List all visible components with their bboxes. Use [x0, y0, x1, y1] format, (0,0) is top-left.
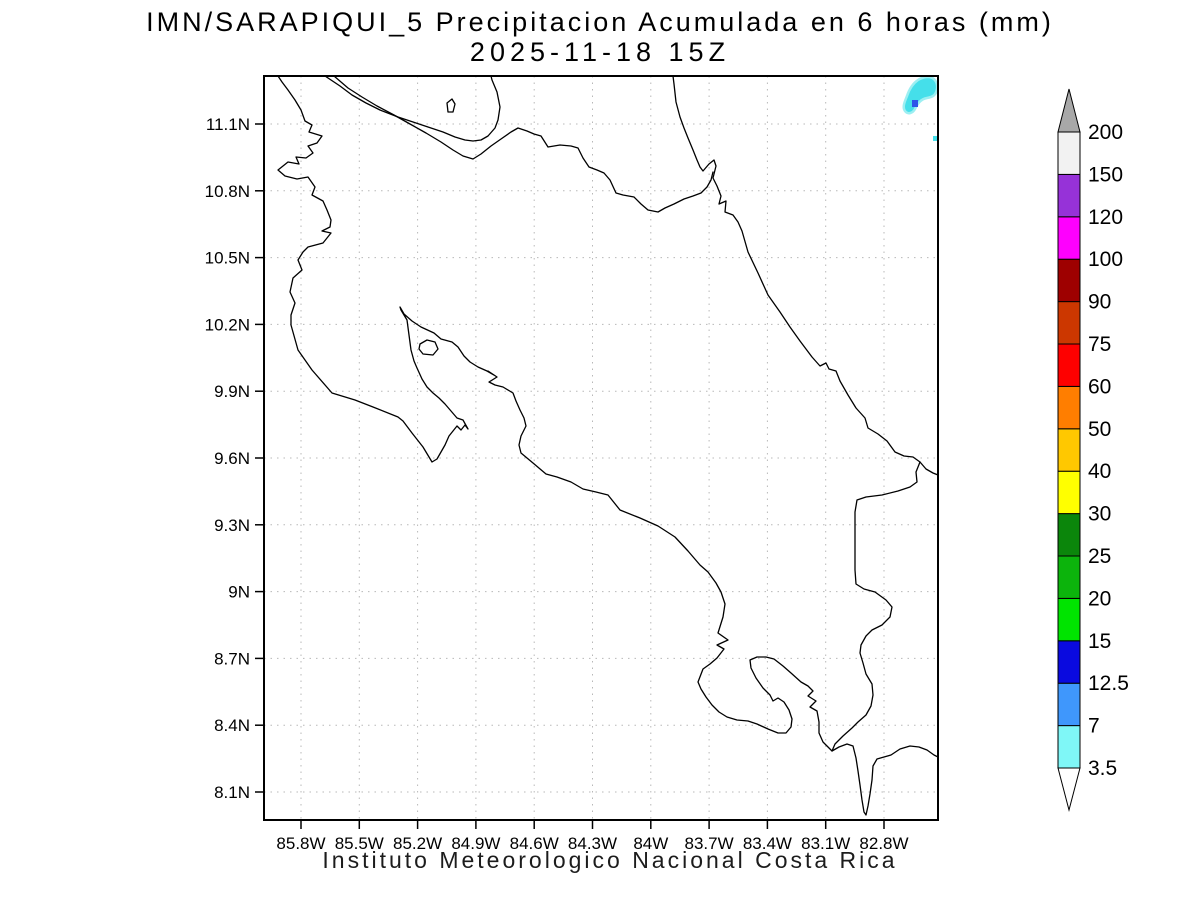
coastline-lake-nicaragua: [324, 76, 501, 142]
coastline-pacific-mainland: [277, 76, 938, 816]
colorbar-under-arrow: [1057, 767, 1081, 812]
lon-tick-label: 84.3W: [568, 834, 617, 853]
coastline-caribbean: [672, 76, 938, 476]
lon-tick-label: 82.8W: [859, 834, 908, 853]
axes: 85.8W 85.5W 85.2W 84.9W 84.6W 84.3W 84W 83.7W 83…: [205, 115, 909, 853]
lon-tick-label: 83.4W: [743, 834, 792, 853]
lat-tick-label: 9.9N: [214, 382, 250, 401]
lat-tick-label: 8.7N: [214, 649, 250, 668]
colorbar-cell: [1057, 173, 1081, 218]
lon-tick-label: 84.6W: [510, 834, 559, 853]
colorbar-cell: [1057, 428, 1081, 472]
lat-tick-label: 10.8N: [205, 182, 250, 201]
colorbar-cell: [1057, 131, 1081, 175]
chira-island: [418, 339, 439, 356]
colorbar-cell: [1057, 725, 1081, 769]
colorbar-cell: [1057, 597, 1081, 642]
colorbar-cell: [1057, 385, 1081, 430]
lon-tick-label: 84.9W: [451, 834, 500, 853]
map-layers: [277, 76, 938, 816]
colorbar-level-label: 12.5: [1088, 672, 1129, 695]
colorbar-level-label: 30: [1088, 503, 1111, 526]
precip-speck: [933, 136, 938, 141]
colorbar-level-label: 50: [1088, 418, 1111, 441]
colorbar-cell: [1057, 513, 1081, 557]
colorbar-cell: [1057, 258, 1081, 303]
colorbar-level-label: 100: [1088, 248, 1123, 271]
colorbar-level-label: 90: [1088, 291, 1111, 314]
lon-tick-label: 85.2W: [393, 834, 442, 853]
colorbar-level-label: 75: [1088, 333, 1111, 356]
lake-island: [446, 98, 456, 113]
colorbar-cell: [1057, 640, 1081, 684]
colorbar-level-label: 40: [1088, 460, 1111, 483]
border-panama: [831, 461, 921, 752]
colorbar-level-label: 25: [1088, 545, 1111, 568]
colorbar-level-label: 15: [1088, 630, 1111, 653]
colorbar-level-label: 120: [1088, 206, 1123, 229]
colorbar-cell: [1057, 216, 1081, 260]
lat-tick-label: 8.4N: [214, 716, 250, 735]
lat-tick-label: 10.5N: [205, 249, 250, 268]
page-subtitle: 2025-11-18 15Z: [470, 37, 730, 67]
colorbar-legend: 3.5 7 12.5 15 20 25 30 40 50 60 75 90 100 120 150 200: [1057, 88, 1129, 812]
lon-tick-label: 83.1W: [801, 834, 850, 853]
precip-core: [912, 100, 918, 107]
footer-credit: Instituto Meteorologico Nacional Costa R…: [322, 847, 897, 873]
colorbar-cell: [1057, 470, 1081, 515]
lat-tick-label: 10.2N: [205, 315, 250, 334]
lon-tick-label: 85.8W: [276, 834, 325, 853]
map-frame: [263, 75, 939, 821]
colorbar-level-label: 200: [1088, 121, 1123, 144]
colorbar-level-label: 7: [1088, 715, 1100, 738]
colorbar-cell: [1057, 301, 1081, 345]
colorbar-cell: [1057, 555, 1081, 599]
lat-lon-grid: [264, 76, 938, 820]
precip-blob: [902, 76, 938, 115]
lat-tick-label: 8.1N: [214, 783, 250, 802]
lat-tick-label: 9.3N: [214, 516, 250, 535]
border-nicaragua: [333, 76, 714, 213]
lon-tick-label: 84W: [633, 834, 668, 853]
precip-cell-group: [902, 76, 938, 141]
colorbar-cell: [1057, 682, 1081, 727]
lon-tick-label: 85.5W: [335, 834, 384, 853]
colorbar-over-arrow: [1057, 88, 1081, 133]
colorbar-level-label: 20: [1088, 587, 1111, 610]
colorbar-level-label: 150: [1088, 163, 1123, 186]
lat-tick-label: 9.6N: [214, 449, 250, 468]
lon-tick-label: 83.7W: [685, 834, 734, 853]
lat-tick-label: 9N: [228, 583, 250, 602]
colorbar-level-label: 60: [1088, 375, 1111, 398]
lat-tick-label: 11.1N: [206, 115, 250, 134]
page-title: IMN/SARAPIQUI_5 Precipitacion Acumulada …: [146, 7, 1054, 37]
colorbar-cell: [1057, 343, 1081, 387]
colorbar-level-label: 3.5: [1088, 757, 1117, 780]
